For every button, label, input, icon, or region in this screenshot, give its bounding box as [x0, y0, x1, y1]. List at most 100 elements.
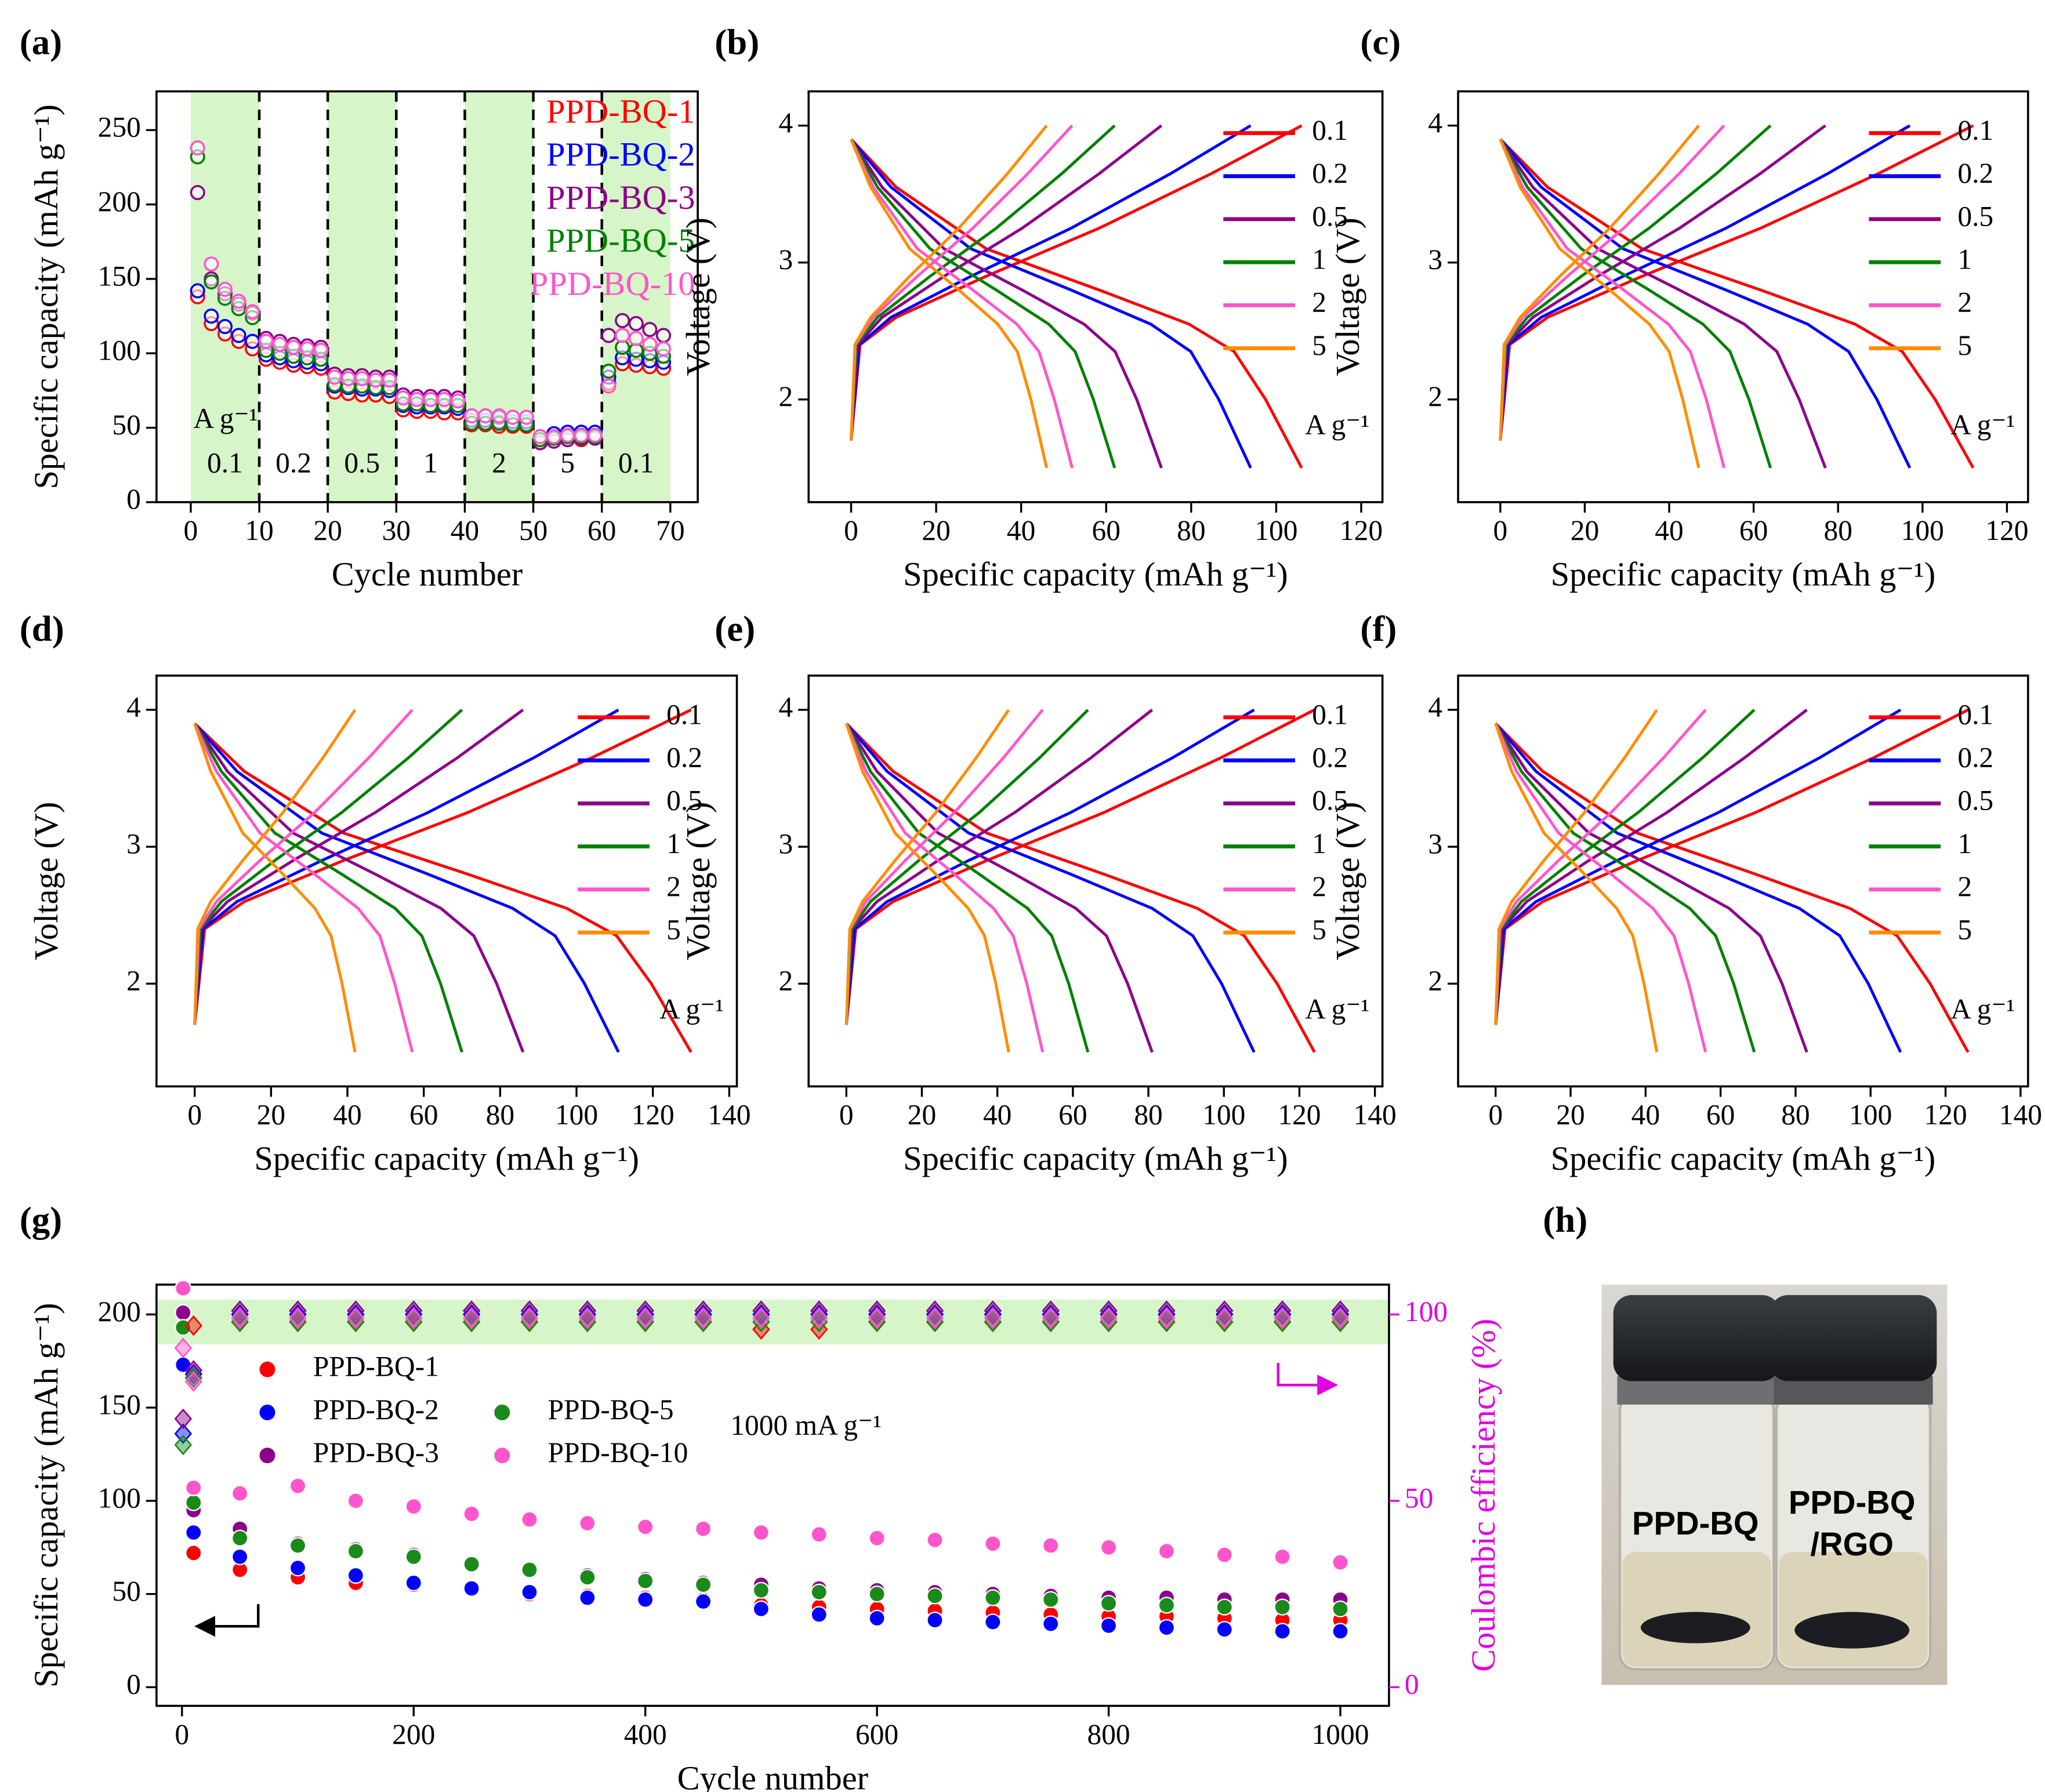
ce-point	[984, 1300, 1002, 1321]
x-axis-title: Specific capacity (mAh g⁻¹)	[1551, 1140, 1936, 1177]
ce-point	[578, 1311, 597, 1333]
y-axis-title: Voltage (V)	[27, 802, 65, 960]
x-tick-label: 120	[1985, 514, 2028, 546]
capacity-point	[347, 1566, 364, 1584]
x-tick-label: 40	[983, 1099, 1011, 1131]
ce-band	[156, 1299, 1389, 1344]
capacity-point	[628, 315, 644, 331]
ce-point	[174, 1434, 193, 1456]
ce-point	[752, 1308, 770, 1329]
y-axis-title: Voltage (V)	[1329, 802, 1366, 960]
x-tick-label: 100	[1901, 514, 1944, 546]
ce-point	[636, 1308, 654, 1329]
capacity-point	[185, 1494, 202, 1511]
y-tick-label: 2	[778, 965, 793, 997]
y-tick-label: 50	[112, 409, 140, 441]
legend-label: 5	[1312, 913, 1326, 945]
ce-point	[752, 1319, 770, 1340]
x-tick-label: 140	[708, 1099, 750, 1131]
x-tick-label: 80	[1177, 514, 1205, 546]
ce-point	[289, 1300, 307, 1321]
capacity-point	[347, 1543, 364, 1560]
x-axis-title: Specific capacity (mAh g⁻¹)	[903, 1140, 1288, 1177]
plot-frame	[155, 90, 699, 503]
legend-swatch	[259, 1361, 275, 1377]
y-tick-label: 3	[778, 828, 793, 859]
x-tick-label: 120	[1340, 514, 1383, 546]
panel: 0 20 40 60 80 100 120 140 2 3 4 Specific capacity (…	[20, 608, 751, 1177]
capacity-point	[628, 331, 644, 346]
y-axis-title: Voltage (V)	[1329, 217, 1366, 376]
capacity-point	[204, 309, 219, 324]
ce-point	[578, 1308, 597, 1329]
y-tick-label: 0	[126, 1668, 141, 1700]
y-tick-label: 250	[98, 111, 141, 143]
legend-label: PPD-BQ-1	[546, 92, 695, 130]
x-tick-label: 80	[1134, 1099, 1162, 1131]
ce-point	[347, 1311, 365, 1333]
y-tick-label: 2	[1428, 380, 1442, 412]
legend-label: PPD-BQ-10	[530, 264, 695, 302]
x-tick-label: 20	[257, 1099, 285, 1131]
vial-label: /RGO	[1810, 1526, 1894, 1562]
ce-point	[984, 1308, 1002, 1329]
legend-label: PPD-BQ-1	[313, 1351, 439, 1383]
capacity-point	[340, 371, 356, 386]
legend-label: 0.5	[1957, 785, 1993, 817]
legend-label: 2	[1957, 870, 1972, 902]
capacity-point	[313, 343, 329, 358]
capacity-point	[1158, 1543, 1176, 1560]
x-tick-label: 20	[922, 514, 950, 546]
ce-point	[578, 1304, 597, 1325]
ce-point	[1273, 1308, 1292, 1329]
capacity-point	[810, 1606, 828, 1623]
capacity-point	[463, 1555, 480, 1573]
ce-point	[1273, 1300, 1292, 1321]
capacity-point	[491, 408, 507, 424]
ce-point	[868, 1300, 886, 1321]
rate-label: 0.2	[275, 447, 311, 478]
capacity-point	[231, 1485, 249, 1502]
unit-label: A g⁻¹	[1950, 993, 2015, 1025]
x-tick-label: 60	[588, 514, 616, 546]
x-tick-label: 0	[1493, 514, 1507, 546]
capacity-point	[984, 1589, 1002, 1606]
y-tick-label: 4	[1428, 691, 1442, 723]
legend-label: 0.5	[1312, 785, 1348, 817]
capacity-point	[574, 427, 589, 443]
legend-label: 5	[666, 913, 681, 945]
capacity-point	[694, 1593, 712, 1610]
ce-point	[636, 1300, 654, 1321]
x-tick-label: 60	[1058, 1099, 1087, 1131]
capacity-point	[587, 427, 603, 443]
capacity-point	[694, 1520, 712, 1537]
ce-point	[868, 1311, 886, 1333]
curve	[1499, 124, 1912, 469]
legend-label: 0.2	[666, 741, 702, 773]
legend-label: 2	[1957, 286, 1972, 318]
legend-label: PPD-BQ-3	[546, 179, 695, 216]
legend-label: 0.5	[1312, 200, 1348, 232]
capacity-point	[655, 341, 672, 357]
ce-point	[636, 1311, 654, 1333]
capacity-point	[190, 185, 205, 201]
ce-point	[1158, 1311, 1176, 1333]
ce-point	[462, 1300, 481, 1321]
x-tick-label: 0	[187, 1099, 202, 1131]
x-tick-label: 100	[1849, 1099, 1892, 1131]
panel-label: (b)	[715, 21, 759, 62]
capacity-point	[579, 1569, 596, 1586]
ce-point	[694, 1311, 712, 1333]
y-tick-label: 3	[1428, 244, 1442, 275]
capacity-point	[1100, 1595, 1118, 1612]
y-tick-label: 4	[778, 691, 793, 723]
ce-point	[174, 1408, 193, 1430]
y2-tick-label: 100	[1405, 1296, 1448, 1327]
vial-right	[1770, 1295, 1937, 1671]
curve	[844, 709, 1045, 1053]
capacity-point	[175, 1279, 192, 1297]
legend-swatch	[494, 1405, 510, 1420]
x-tick-label: 800	[1087, 1718, 1130, 1750]
capacity-point	[868, 1586, 886, 1603]
capacity-point	[601, 328, 617, 343]
